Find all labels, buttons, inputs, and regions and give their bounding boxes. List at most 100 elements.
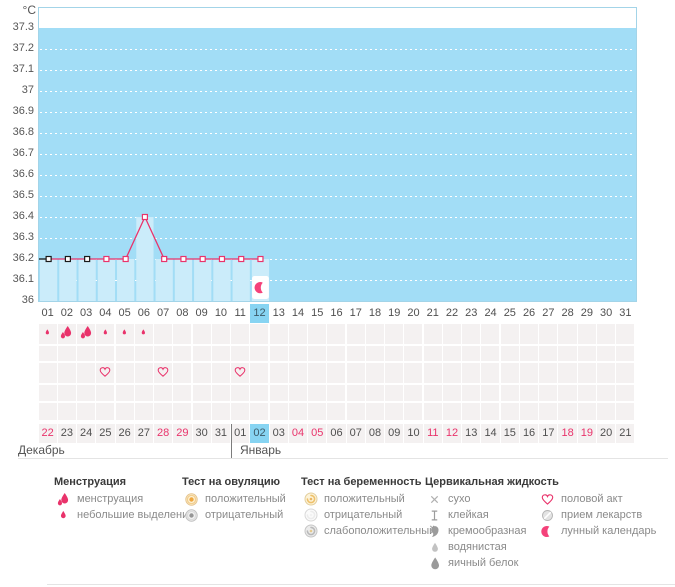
intercourse-row-cell-02[interactable]	[57, 363, 76, 383]
menstruation-row-cell-19[interactable]	[385, 324, 404, 344]
calendar-date-jan-15[interactable]: 15	[500, 424, 519, 443]
event-row-2-cell-31[interactable]	[616, 346, 635, 361]
menstruation-row-cell-31[interactable]	[616, 324, 635, 344]
event-row-2-cell-15[interactable]	[308, 346, 327, 361]
intercourse-row-cell-23[interactable]	[462, 363, 481, 383]
intercourse-row-cell-26[interactable]	[519, 363, 538, 383]
event-row-5-cell-17[interactable]	[346, 403, 365, 420]
intercourse-row-cell-28[interactable]	[558, 363, 577, 383]
calendar-date-dec-22[interactable]: 22	[38, 424, 57, 443]
calendar-date-dec-23[interactable]: 23	[57, 424, 76, 443]
cycle-day-25[interactable]: 25	[503, 307, 516, 319]
event-row-2-cell-05[interactable]	[115, 346, 134, 361]
menstruation-row-cell-16[interactable]	[327, 324, 346, 344]
event-row-5-cell-19[interactable]	[385, 403, 404, 420]
menstruation-row-cell-21[interactable]	[423, 324, 442, 344]
event-row-2-cell-26[interactable]	[519, 346, 538, 361]
event-row-5-cell-30[interactable]	[596, 403, 616, 420]
event-row-4-cell-04[interactable]	[96, 385, 115, 401]
calendar-date-jan-03[interactable]: 03	[269, 424, 288, 443]
event-row-5-cell-31[interactable]	[616, 403, 635, 420]
event-row-5-cell-01[interactable]	[38, 403, 57, 420]
calendar-date-jan-02[interactable]: 02	[250, 424, 269, 443]
event-row-5-cell-11[interactable]	[231, 403, 250, 420]
intercourse-row-cell-01[interactable]	[38, 363, 57, 383]
event-row-4-cell-18[interactable]	[365, 385, 384, 401]
event-row-5-cell-09[interactable]	[192, 403, 211, 420]
menstruation-row-cell-26[interactable]	[519, 324, 538, 344]
event-row-4-cell-03[interactable]	[77, 385, 96, 401]
event-row-2-cell-02[interactable]	[57, 346, 76, 361]
menstruation-row-cell-17[interactable]	[346, 324, 365, 344]
cycle-day-15[interactable]: 15	[311, 307, 324, 319]
intercourse-row-cell-11[interactable]	[231, 363, 250, 383]
cycle-day-22[interactable]: 22	[445, 307, 459, 319]
calendar-date-jan-04[interactable]: 04	[288, 424, 308, 443]
calendar-date-dec-31[interactable]: 31	[211, 424, 231, 443]
cycle-day-14[interactable]: 14	[291, 307, 305, 319]
menstruation-row-cell-20[interactable]	[404, 324, 423, 344]
event-row-4-cell-22[interactable]	[442, 385, 461, 401]
event-row-2-cell-01[interactable]	[38, 346, 57, 361]
event-row-2-cell-12[interactable]	[250, 346, 269, 361]
event-row-4-cell-14[interactable]	[288, 385, 307, 401]
event-row-5-cell-13[interactable]	[269, 403, 288, 420]
menstruation-row-cell-29[interactable]	[577, 324, 596, 344]
intercourse-row-cell-12[interactable]	[250, 363, 269, 383]
event-row-4-cell-08[interactable]	[173, 385, 192, 401]
cycle-day-18[interactable]: 18	[368, 307, 382, 319]
intercourse-row-cell-17[interactable]	[346, 363, 365, 383]
intercourse-row-cell-05[interactable]	[115, 363, 134, 383]
calendar-date-jan-07[interactable]: 07	[346, 424, 365, 443]
event-row-2-cell-14[interactable]	[288, 346, 307, 361]
event-row-2-cell-08[interactable]	[173, 346, 192, 361]
cycle-day-30[interactable]: 30	[599, 307, 613, 319]
intercourse-row-cell-30[interactable]	[596, 363, 616, 383]
intercourse-row-cell-08[interactable]	[173, 363, 192, 383]
calendar-date-jan-14[interactable]: 14	[481, 424, 500, 443]
menstruation-row-cell-28[interactable]	[558, 324, 577, 344]
cycle-day-09[interactable]: 09	[195, 307, 208, 319]
event-row-2-cell-28[interactable]	[558, 346, 577, 361]
event-row-4-cell-19[interactable]	[385, 385, 404, 401]
menstruation-row-cell-09[interactable]	[192, 324, 211, 344]
event-row-2-cell-04[interactable]	[96, 346, 115, 361]
event-row-4-cell-05[interactable]	[115, 385, 134, 401]
temperature-plot[interactable]	[38, 7, 637, 302]
event-row-2-cell-21[interactable]	[423, 346, 442, 361]
event-row-4-cell-01[interactable]	[38, 385, 57, 401]
cycle-day-01[interactable]: 01	[41, 307, 54, 319]
intercourse-row-cell-29[interactable]	[577, 363, 596, 383]
event-row-4-cell-17[interactable]	[346, 385, 365, 401]
event-row-4-cell-31[interactable]	[616, 385, 635, 401]
menstruation-row-cell-27[interactable]	[539, 324, 558, 344]
event-row-5-cell-06[interactable]	[134, 403, 153, 420]
event-row-2-cell-11[interactable]	[231, 346, 250, 361]
calendar-date-dec-26[interactable]: 26	[115, 424, 134, 443]
event-row-2-cell-24[interactable]	[481, 346, 500, 361]
menstruation-row-cell-04[interactable]	[96, 324, 115, 344]
cycle-day-24[interactable]: 24	[484, 307, 497, 319]
event-row-5-cell-14[interactable]	[288, 403, 307, 420]
event-row-4-cell-06[interactable]	[134, 385, 153, 401]
event-row-4-cell-28[interactable]	[558, 385, 577, 401]
menstruation-row-cell-25[interactable]	[500, 324, 519, 344]
intercourse-row-cell-10[interactable]	[211, 363, 230, 383]
event-row-4-cell-25[interactable]	[500, 385, 519, 401]
event-row-2-cell-09[interactable]	[192, 346, 211, 361]
cycle-day-21[interactable]: 21	[426, 307, 439, 319]
event-row-4-cell-12[interactable]	[250, 385, 269, 401]
intercourse-row-cell-16[interactable]	[327, 363, 346, 383]
menstruation-row-cell-23[interactable]	[462, 324, 481, 344]
calendar-date-jan-11[interactable]: 11	[423, 424, 442, 443]
event-row-5-cell-04[interactable]	[96, 403, 115, 420]
calendar-date-dec-24[interactable]: 24	[77, 424, 96, 443]
event-row-4-cell-21[interactable]	[423, 385, 442, 401]
event-row-2-cell-30[interactable]	[596, 346, 616, 361]
calendar-date-jan-06[interactable]: 06	[327, 424, 346, 443]
cycle-day-20[interactable]: 20	[407, 307, 420, 319]
cycle-day-07[interactable]: 07	[157, 307, 170, 319]
menstruation-row-cell-22[interactable]	[442, 324, 461, 344]
event-row-5-cell-21[interactable]	[423, 403, 442, 420]
intercourse-row-cell-24[interactable]	[481, 363, 500, 383]
